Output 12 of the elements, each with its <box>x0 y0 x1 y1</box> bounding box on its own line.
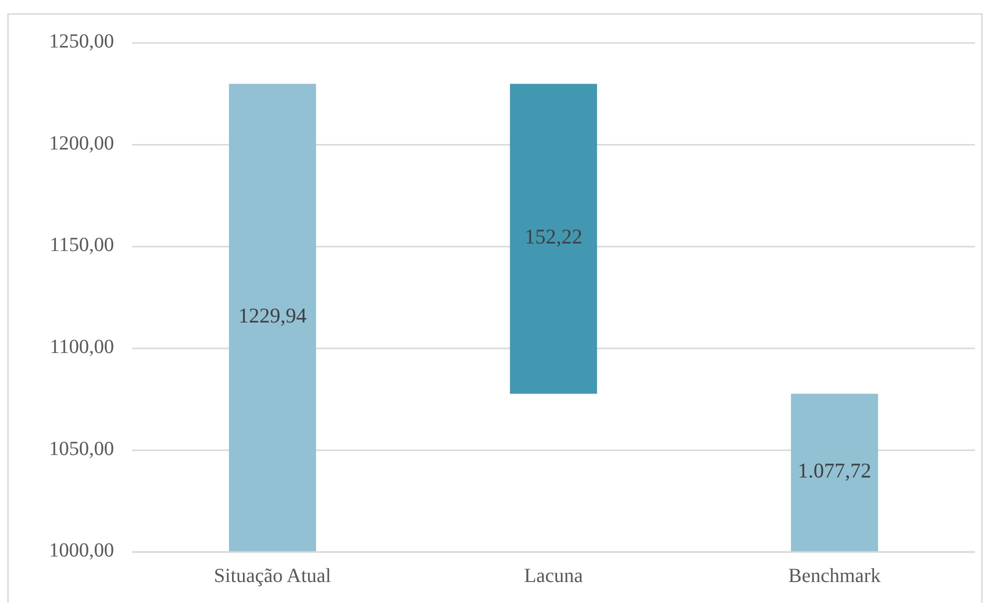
data-label: 1229,94 <box>238 304 308 328</box>
data-label: 152,22 <box>524 224 582 249</box>
x-tick-label: Situação Atual <box>214 565 332 587</box>
data-label: 1.077,72 <box>798 458 872 483</box>
y-tick-label: 1200,00 <box>49 132 114 154</box>
y-tick-label: 1250,00 <box>49 30 114 53</box>
x-tick-label: Lacuna <box>524 565 584 587</box>
y-tick-label: 1050,00 <box>49 438 114 460</box>
y-tick-label: 1150,00 <box>50 234 114 256</box>
y-tick-label: 1000,00 <box>49 540 114 562</box>
x-tick-label: Benchmark <box>788 565 881 587</box>
y-tick-label: 1100,00 <box>50 336 114 358</box>
